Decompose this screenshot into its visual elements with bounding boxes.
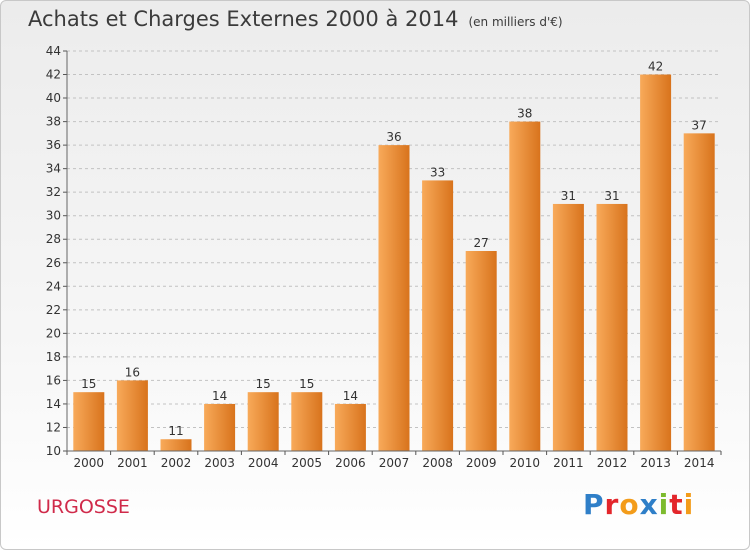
y-tick-label: 44	[46, 44, 61, 58]
town-name: URGOSSE	[37, 496, 130, 518]
bars	[73, 74, 715, 452]
y-tick-label: 24	[46, 279, 61, 293]
proxiti-logo: Proxiti	[583, 488, 694, 521]
x-tick-label: 2009	[466, 456, 497, 470]
x-tick-label: 2004	[248, 456, 279, 470]
x-tick-label: 2002	[161, 456, 192, 470]
y-tick-label: 16	[46, 373, 61, 387]
y-tick-label: 34	[46, 162, 61, 176]
value-label: 14	[343, 389, 358, 403]
x-tick-label: 2000	[74, 456, 105, 470]
value-label: 16	[125, 365, 140, 379]
y-tick-label: 28	[46, 232, 61, 246]
logo-letter: i	[658, 488, 670, 521]
x-tick-label: 2005	[292, 456, 323, 470]
value-label: 42	[648, 60, 663, 74]
chart-subtitle: (en milliers d'€)	[468, 15, 563, 29]
x-tick-label: 2014	[684, 456, 715, 470]
x-tick-label: 2011	[553, 456, 584, 470]
y-tick-label: 12	[46, 420, 61, 434]
value-label: 37	[692, 118, 707, 132]
y-tick-label: 32	[46, 185, 61, 199]
value-label: 38	[517, 107, 532, 121]
bar	[422, 180, 454, 452]
x-tick-label: 2008	[422, 456, 453, 470]
value-label: 15	[256, 377, 271, 391]
y-tick-label: 42	[46, 68, 61, 82]
y-tick-label: 40	[46, 91, 61, 105]
bar	[509, 121, 541, 452]
value-label: 31	[561, 189, 576, 203]
x-tick-label: 2007	[379, 456, 410, 470]
value-label: 14	[212, 389, 227, 403]
bar	[116, 380, 148, 451]
bar	[552, 203, 584, 451]
y-tick-label: 22	[46, 303, 61, 317]
value-label: 11	[168, 424, 183, 438]
y-tick-label: 26	[46, 256, 61, 270]
value-label: 31	[604, 189, 619, 203]
y-tick-label: 14	[46, 397, 61, 411]
value-labels: 15 16 11 14 15 15 14 36 33 27 38 31 31 42 37	[81, 60, 707, 439]
x-tick-label: 2003	[204, 456, 235, 470]
y-tick-label: 30	[46, 209, 61, 223]
y-tick-label: 38	[46, 115, 61, 129]
bar	[204, 403, 236, 451]
bar	[73, 392, 105, 451]
y-tick-label: 36	[46, 138, 61, 152]
y-tick-label: 10	[46, 444, 61, 458]
logo-letter: x	[639, 488, 659, 521]
logo-letter: i	[683, 488, 695, 521]
x-tick-label: 2010	[510, 456, 541, 470]
value-label: 27	[474, 236, 489, 250]
x-tick-label: 2013	[640, 456, 671, 470]
value-label: 15	[299, 377, 314, 391]
title-text: Achats et Charges Externes 2000 à 2014	[28, 7, 459, 31]
logo-letter: o	[619, 488, 640, 521]
logo-letter: r	[604, 488, 620, 521]
bar	[291, 392, 323, 451]
y-tick-label: 20	[46, 326, 61, 340]
bar	[334, 403, 366, 451]
bar	[378, 145, 410, 451]
y-tick-label: 18	[46, 350, 61, 364]
bar	[683, 133, 715, 451]
logo-letter: t	[669, 488, 684, 521]
x-tick-label: 2012	[597, 456, 628, 470]
chart-title: Achats et Charges Externes 2000 à 2014 (e…	[28, 7, 563, 31]
bar	[247, 392, 279, 451]
bar	[640, 74, 672, 451]
value-label: 15	[81, 377, 96, 391]
axes: 10 12 14 16 18 20 22 24 26 28 30 32 34 36 38 40 42 44 2000…	[46, 44, 722, 470]
value-label: 33	[430, 165, 445, 179]
logo-letter: P	[583, 488, 605, 521]
value-label: 36	[386, 130, 401, 144]
x-tick-label: 2006	[335, 456, 366, 470]
bar	[465, 251, 497, 451]
bar	[596, 203, 628, 451]
x-tick-label: 2001	[117, 456, 148, 470]
bar	[160, 439, 192, 451]
